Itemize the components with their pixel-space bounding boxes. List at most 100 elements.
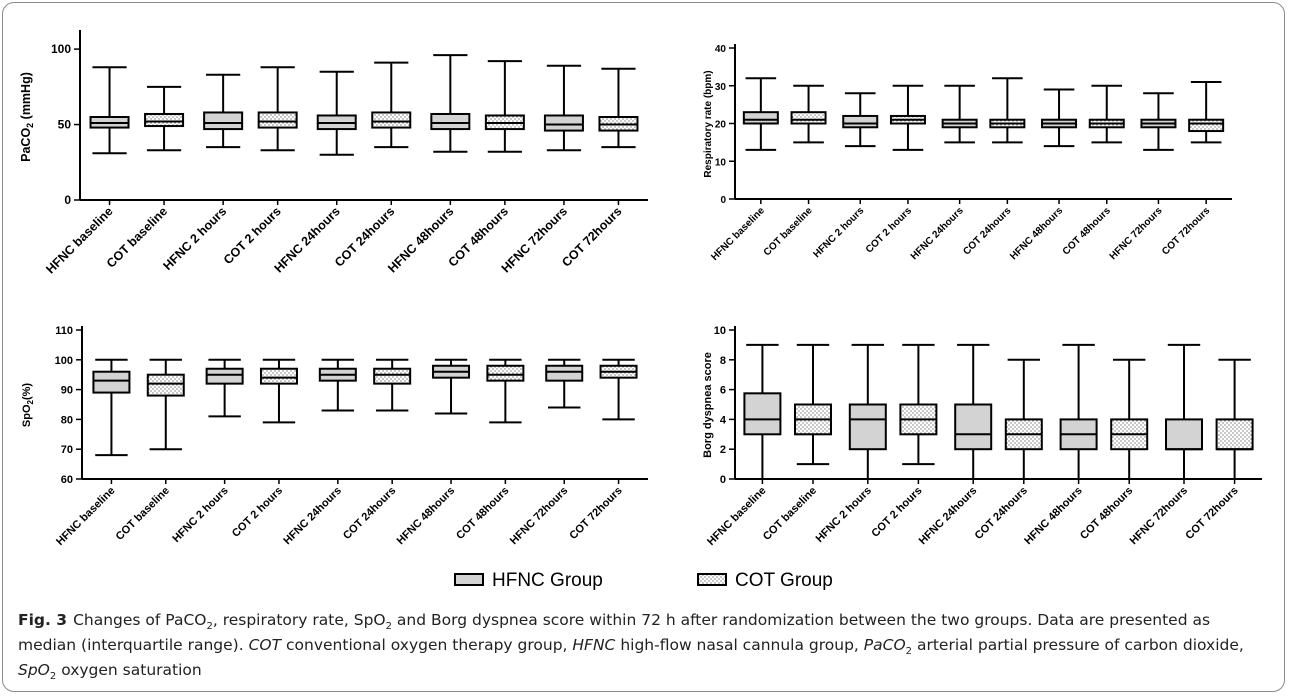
x-tick-label: COT baseline [114, 485, 172, 543]
x-tick-label: HFNC 72hours [508, 485, 571, 548]
caption-sub: 2 [49, 671, 57, 683]
caption-abbr: COT [248, 636, 282, 654]
y-axis-label-sub: 2 [25, 123, 35, 128]
box-hfnc-72hours [543, 64, 584, 152]
box-hfnc-72hours [1165, 343, 1204, 480]
y-tick-label: 100 [51, 42, 71, 56]
iqr-box [543, 114, 584, 132]
box-cot-baseline [144, 85, 185, 152]
y-axis-label: SpO2(%) [21, 383, 35, 427]
box-hfnc-24hours [318, 358, 357, 412]
x-tick-label: COT baseline [762, 205, 815, 258]
caption-abbr: HFNC [572, 636, 616, 654]
iqr-box [848, 403, 887, 451]
iqr-box [1188, 118, 1225, 133]
box-hfnc-baseline [92, 358, 131, 457]
iqr-box [205, 367, 244, 385]
box-cot-2-hours [257, 66, 298, 152]
box-hfnc-2-hours [842, 92, 879, 148]
y-axis-label-sub: 2 [26, 399, 35, 404]
iqr-box [430, 112, 471, 131]
box-cot-48hours [484, 60, 525, 153]
iqr-box [1165, 418, 1204, 451]
box-hfnc-2-hours [848, 343, 887, 480]
legend-swatch-cot [697, 573, 727, 586]
x-tick-label: HFNC 24hours [909, 205, 966, 262]
y-tick-label: 6 [720, 385, 726, 397]
iqr-box [92, 370, 131, 394]
x-tick-label: COT baseline [761, 485, 819, 543]
y-tick-label: 30 [715, 82, 727, 93]
caption-text: oxygen saturation [56, 661, 202, 679]
y-tick-label: 100 [55, 355, 73, 367]
box-hfnc-72hours [1140, 92, 1177, 151]
box-hfnc-48hours [432, 358, 471, 415]
box-hfnc-baseline [743, 343, 782, 480]
caption-sub: 2 [385, 621, 392, 633]
box-hfnc-2-hours [203, 73, 244, 149]
y-tick-label: 10 [714, 325, 726, 337]
box-cot-baseline [793, 343, 832, 466]
caption-text: Changes of PaCO [73, 611, 207, 629]
iqr-box [842, 114, 879, 129]
x-tick-label: HFNC baseline [709, 205, 767, 263]
y-tick-label: 0 [64, 193, 71, 207]
box-cot-2-hours [899, 343, 938, 466]
box-cot-24hours [371, 61, 412, 149]
box-cot-24hours [989, 77, 1026, 144]
x-tick-label: HFNC baseline [705, 485, 768, 548]
x-tick-label: COT 72hours [567, 485, 624, 542]
legend-swatch-hfnc [454, 573, 484, 586]
caption-abbr: SpO [18, 661, 50, 679]
caption-text: , respiratory rate, SpO [212, 611, 386, 629]
y-tick-label: 90 [61, 385, 73, 397]
y-tick-label: 0 [720, 195, 726, 206]
iqr-box [203, 111, 244, 131]
box-cot-72hours [1215, 358, 1254, 480]
iqr-box [1215, 418, 1254, 451]
iqr-box [144, 112, 185, 128]
y-tick-label: 2 [720, 444, 726, 456]
box-hfnc-48hours [1041, 88, 1078, 148]
caption-label: Fig. 3 [18, 611, 68, 629]
iqr-box [373, 367, 412, 385]
y-axis-label: PaCO2 (mmHg) [19, 72, 35, 162]
iqr-box [371, 111, 412, 129]
y-tick-label: 80 [61, 414, 73, 426]
x-tick-label: COT 48hours [454, 485, 511, 542]
x-tick-label: COT 24hours [961, 205, 1013, 257]
box-hfnc-48hours [1059, 343, 1098, 480]
y-axis-label-main: Respiratory rate (bpm) [703, 70, 714, 177]
x-tick-label: HFNC 2 hours [811, 205, 866, 260]
y-axis-label: Borg dyspnea score [702, 352, 714, 458]
iqr-box [259, 367, 298, 385]
x-tick-label: COT 2 hours [221, 204, 284, 267]
box-hfnc-24hours [316, 70, 357, 156]
x-tick-label: HFNC 2 hours [170, 485, 230, 545]
x-tick-label: COT 48hours [1078, 485, 1135, 542]
x-tick-label: COT 24hours [973, 485, 1030, 542]
box-cot-baseline [146, 358, 185, 451]
iqr-box [486, 364, 525, 382]
box-cot-2-hours [259, 358, 298, 424]
iqr-box [790, 111, 827, 125]
box-cot-48hours [1110, 358, 1149, 480]
box-hfnc-72hours [545, 358, 584, 409]
x-tick-label: COT 24hours [341, 485, 398, 542]
caption-text: arterial partial pressure of carbon diox… [912, 636, 1244, 654]
y-tick-label: 70 [61, 444, 73, 456]
y-tick-label: 50 [58, 118, 72, 132]
y-tick-label: 10 [715, 157, 727, 168]
box-cot-48hours [486, 358, 525, 424]
caption-abbr: PaCO [863, 636, 906, 654]
caption-text: high-flow nasal cannula group, [615, 636, 864, 654]
legend-label-hfnc: HFNC Group [492, 570, 603, 591]
iqr-box [545, 364, 584, 382]
legend-label-cot: COT Group [735, 570, 833, 591]
x-tick-label: HFNC 48hours [395, 485, 458, 548]
